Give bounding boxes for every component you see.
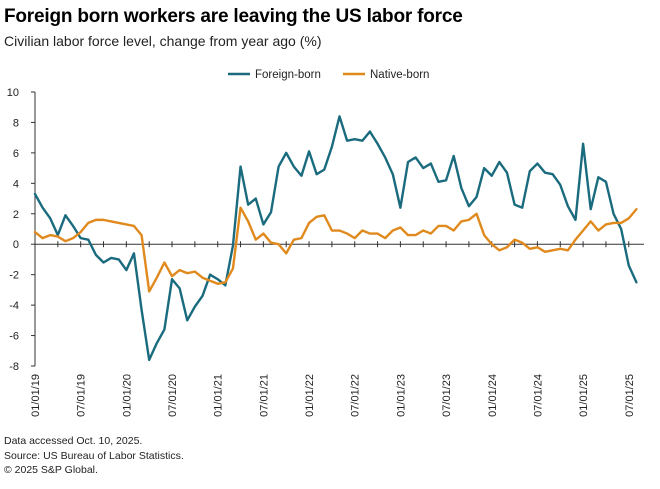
x-tick-label: 01/01/25 (578, 374, 590, 417)
chart-legend: Foreign-born Native-born (228, 69, 429, 81)
y-tick-label: 8 (13, 117, 19, 129)
note-source: Source: US Bureau of Labor Statistics. (4, 449, 184, 462)
y-tick-label: 4 (13, 178, 19, 190)
y-tick-label: -6 (9, 331, 19, 343)
series-line (33, 115, 638, 362)
chart-notes: Data accessed Oct. 10, 2025. Source: US … (4, 434, 184, 478)
series-foreign-born (33, 115, 638, 362)
x-tick-label: 07/01/21 (258, 374, 270, 417)
y-tick-label: -8 (9, 361, 19, 373)
series-native-born (33, 206, 638, 293)
legend-label: Foreign-born (255, 69, 321, 81)
x-tick-label: 01/01/23 (395, 374, 407, 417)
x-tick-label: 07/01/23 (441, 374, 453, 417)
x-tick-label: 07/01/25 (624, 374, 636, 417)
y-tick-label: 0 (13, 239, 19, 251)
legend-label: Native-born (370, 69, 429, 81)
x-tick-label: 07/01/24 (532, 374, 544, 417)
x-tick-label: 01/01/22 (304, 374, 316, 417)
x-tick-label: 07/01/22 (350, 374, 362, 417)
chart-axes: -8 -6 -4 -2 0 2 4 6 8 10 01/01/19 07/01/19 01/01/20 0… (7, 87, 644, 417)
x-tick-label: 07/01/19 (76, 374, 88, 417)
y-tick-label: -2 (9, 270, 19, 282)
x-tick-label: 01/01/19 (30, 374, 42, 417)
x-tick-label: 01/01/21 (213, 374, 225, 417)
x-tick-label: 01/01/24 (487, 374, 499, 417)
note-data-accessed: Data accessed Oct. 10, 2025. (4, 435, 143, 447)
chart-title: Foreign born workers are leaving the US … (4, 6, 463, 27)
x-tick-label: 07/01/20 (167, 374, 179, 417)
y-tick-label: 2 (13, 209, 19, 221)
series-line (33, 206, 638, 293)
x-tick-label: 01/01/20 (121, 374, 133, 417)
y-tick-label: 10 (7, 87, 19, 99)
y-tick-label: -4 (9, 300, 19, 312)
note-copyright: © 2025 S&P Global. (4, 464, 98, 476)
series-layer (33, 115, 638, 362)
y-tick-label: 6 (13, 148, 19, 160)
chart-subtitle: Civilian labor force level, change from … (4, 33, 322, 49)
